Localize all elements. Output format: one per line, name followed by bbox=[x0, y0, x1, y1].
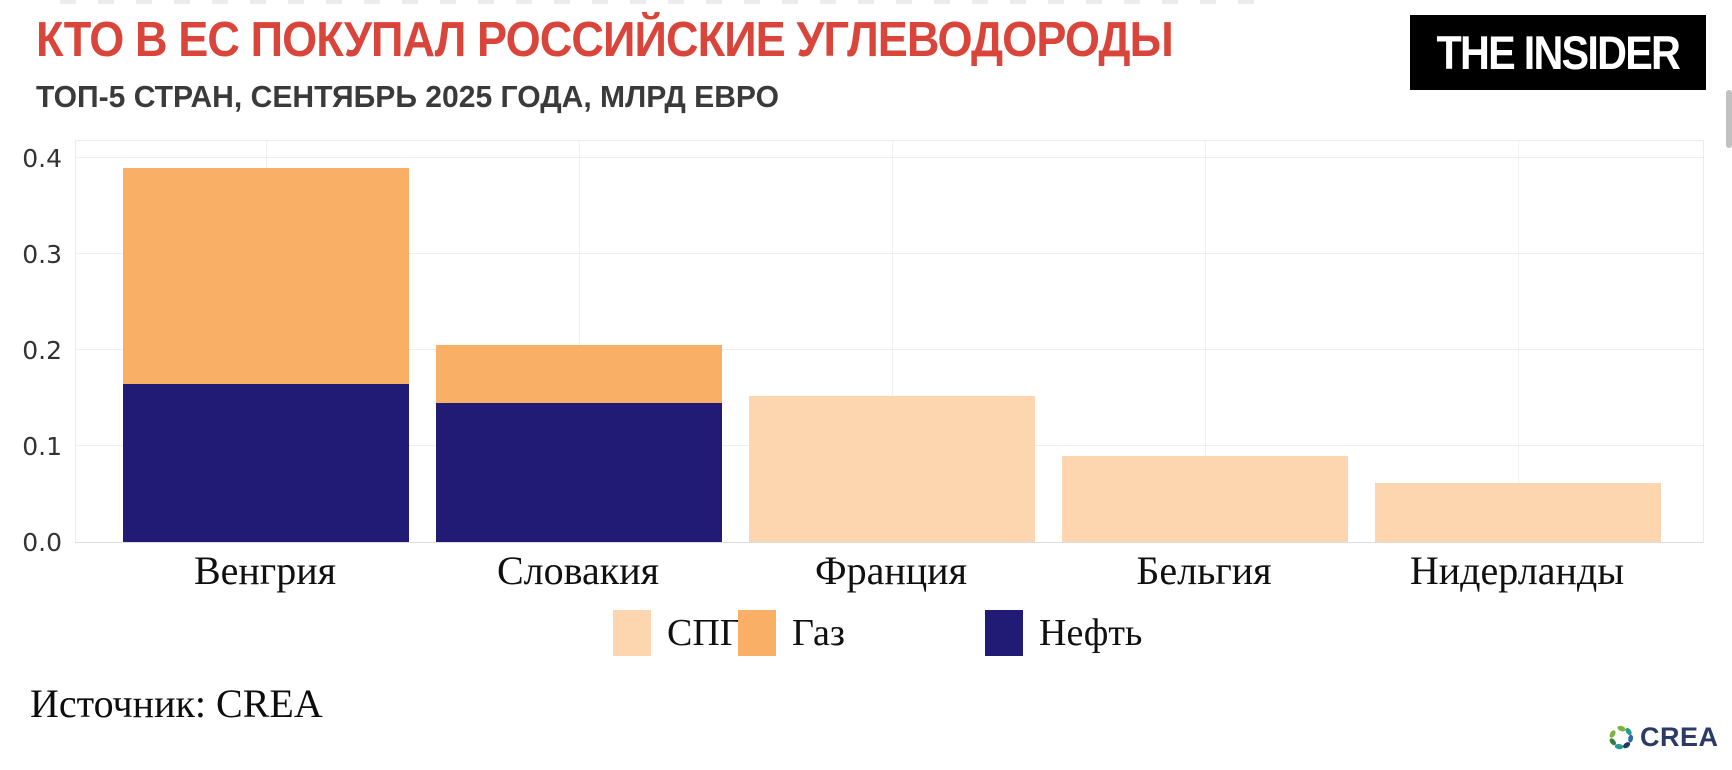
v-gridline bbox=[1205, 141, 1206, 542]
legend-label: Газ bbox=[792, 612, 845, 654]
bar-segment bbox=[123, 383, 409, 542]
x-axis-label: Нидерланды bbox=[1409, 548, 1625, 593]
y-tick-label: 0.3 bbox=[22, 240, 62, 270]
h-gridline bbox=[76, 253, 1703, 255]
x-axis-label: Словакия bbox=[497, 548, 659, 593]
legend-swatch bbox=[613, 610, 651, 656]
x-axis-label: Франция bbox=[815, 548, 967, 593]
x-axis-label: Бельгия bbox=[1136, 548, 1272, 593]
y-tick-label: 0.4 bbox=[22, 144, 62, 174]
v-gridline bbox=[1518, 141, 1519, 542]
legend-item: Нефть bbox=[985, 608, 1142, 658]
the-insider-logo: THE INSIDER bbox=[1410, 15, 1706, 90]
legend-item: СПГ bbox=[613, 608, 742, 658]
bar-segment bbox=[1062, 455, 1348, 542]
v-gridline bbox=[579, 141, 580, 542]
h-gridline bbox=[76, 349, 1703, 351]
y-axis: 0.0 0.1 0.2 0.3 0.4 bbox=[0, 140, 64, 557]
chart-title: КТО В ЕС ПОКУПАЛ РОССИЙСКИЕ УГЛЕВОДОРОДЫ bbox=[36, 13, 1174, 67]
cropped-content-artifact bbox=[60, 0, 1265, 4]
bar-segment bbox=[749, 396, 1035, 542]
bar-segment bbox=[123, 167, 409, 384]
h-gridline bbox=[76, 157, 1703, 159]
bar bbox=[1062, 455, 1348, 542]
legend-swatch bbox=[738, 610, 776, 656]
scrollbar-thumb[interactable] bbox=[1726, 90, 1732, 148]
crea-logo-text: CREA bbox=[1640, 722, 1719, 752]
legend-swatch bbox=[985, 610, 1023, 656]
y-tick-label: 0.1 bbox=[22, 432, 62, 462]
bar bbox=[436, 345, 722, 542]
legend-label: Нефть bbox=[1039, 612, 1143, 654]
plot-area bbox=[75, 140, 1704, 543]
legend-label: СПГ bbox=[667, 612, 742, 654]
bar-segment bbox=[1375, 483, 1661, 542]
source-note: Источник: CREA bbox=[30, 681, 323, 726]
bar bbox=[1375, 483, 1661, 542]
x-axis-label: Венгрия bbox=[193, 548, 337, 593]
bar bbox=[749, 396, 1035, 542]
legend: СПГ Газ Нефть bbox=[0, 608, 1732, 660]
y-tick-label: 0.0 bbox=[22, 528, 62, 557]
bar bbox=[123, 167, 409, 542]
bar-segment bbox=[436, 402, 722, 542]
v-gridline bbox=[892, 141, 893, 542]
crea-logo: CREA bbox=[1608, 722, 1719, 753]
bar-segment bbox=[436, 345, 722, 403]
y-tick-label: 0.2 bbox=[22, 336, 62, 366]
x-axis: Венгрия Словакия Франция Бельгия Нидерланды bbox=[75, 549, 1704, 601]
crea-logo-icon bbox=[1609, 725, 1634, 750]
legend-item: Газ bbox=[738, 608, 845, 658]
the-insider-logo-text: THE INSIDER bbox=[1436, 26, 1681, 79]
chart-subtitle: ТОП-5 СТРАН, СЕНТЯБРЬ 2025 ГОДА, МЛРД ЕВ… bbox=[36, 79, 779, 114]
